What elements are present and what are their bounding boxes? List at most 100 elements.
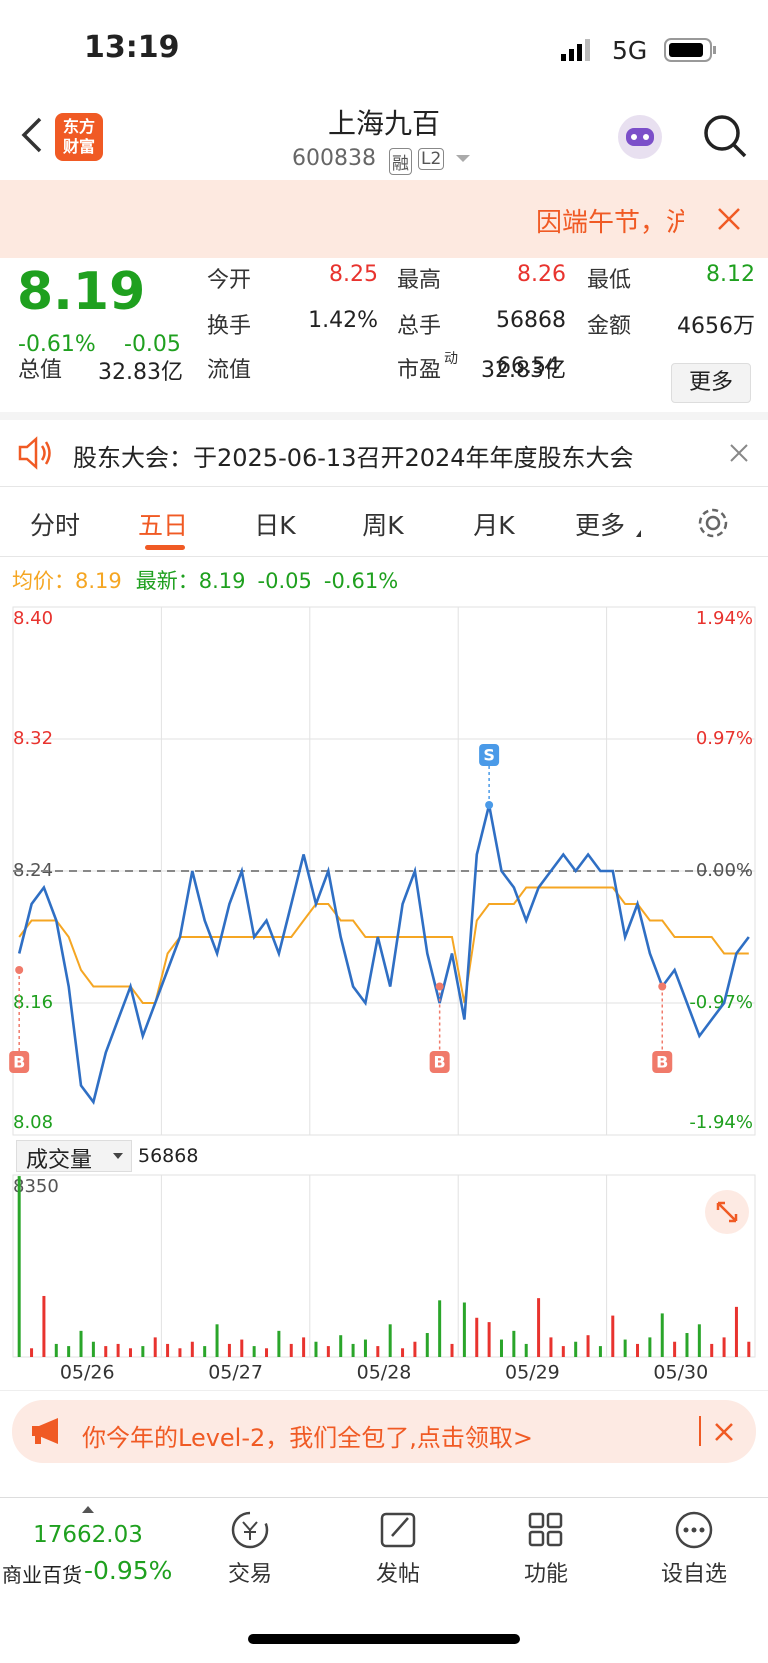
field-label: 最高: [397, 268, 442, 293]
status-icons: [561, 38, 716, 62]
volume-bar: [42, 1295, 46, 1357]
volume-bar: [265, 1348, 269, 1357]
volume-bar: [512, 1330, 516, 1357]
index-change: -0.95%: [84, 1556, 173, 1585]
average-line: [18, 886, 749, 1004]
volume-bar: [648, 1337, 652, 1357]
last-price: 8.19: [17, 262, 146, 322]
network: 5G: [612, 36, 648, 65]
close-notice[interactable]: [729, 443, 749, 463]
change: -0.05: [124, 332, 181, 357]
nav-item[interactable]: 功能: [523, 1562, 568, 1587]
speaker-icon: [18, 436, 51, 470]
volume-bar: [363, 1339, 367, 1357]
tab[interactable]: 月K: [473, 511, 515, 540]
change-pct: -0.61%: [18, 332, 96, 357]
volume-total: 56868: [138, 1145, 199, 1167]
volume-bar: [153, 1337, 157, 1357]
date-label: 05/30: [653, 1362, 708, 1384]
home-indicator: [248, 1634, 520, 1644]
stock-title: 上海九百: [327, 107, 440, 140]
notice-text: 股东大会：于2025-06-13召开2024年年度股东大会: [73, 444, 634, 472]
y-tick-label: 8.32: [13, 728, 53, 749]
robot-icon[interactable]: [614, 112, 666, 162]
megaphone-icon: [32, 1418, 58, 1444]
signal-label: S: [483, 746, 495, 765]
y2-tick-label: -1.94%: [689, 1112, 753, 1133]
volume-bar: [376, 1346, 380, 1357]
field-label: 换手: [207, 314, 252, 339]
more-caret: [636, 530, 641, 537]
field-value: 66.54: [497, 354, 560, 379]
signal-point: [658, 982, 667, 991]
back-button[interactable]: [16, 115, 46, 155]
signal-label: B: [13, 1053, 25, 1072]
date-label: 05/27: [208, 1362, 263, 1384]
tab[interactable]: 周K: [362, 511, 404, 540]
volume-bar: [351, 1343, 355, 1357]
ad-banner[interactable]: [12, 1400, 756, 1463]
stock-code: 600838: [292, 146, 376, 171]
tab[interactable]: 分时: [29, 511, 80, 540]
volume-bar: [425, 1333, 429, 1357]
volume-bar: [685, 1333, 689, 1357]
field-label: 市盈: [397, 358, 442, 383]
badge: L2: [418, 148, 445, 170]
signal-badge: [9, 1051, 30, 1073]
volume-bar: [574, 1341, 578, 1357]
field-label: 金额: [587, 314, 632, 339]
nav-item[interactable]: 设自选: [660, 1562, 727, 1587]
nav-icons: [231, 1511, 713, 1549]
volume-bar: [499, 1339, 503, 1357]
divider: [0, 486, 768, 487]
volume-bar: [79, 1330, 83, 1357]
volume-bar: [91, 1341, 95, 1357]
date-label: 05/28: [357, 1362, 412, 1384]
volume-bar: [636, 1343, 640, 1357]
signal-point: [15, 966, 24, 974]
field-value: 56868: [496, 308, 566, 333]
divider: [0, 556, 768, 557]
divider: [0, 1497, 768, 1498]
field-value: 8.25: [329, 262, 378, 287]
signal-point: [435, 982, 444, 991]
close-banner[interactable]: [716, 206, 742, 232]
volume-bar: [537, 1298, 541, 1357]
volume-bar: [462, 1302, 466, 1357]
signal-label: B: [656, 1053, 668, 1072]
tab[interactable]: 五日: [137, 511, 188, 540]
y2-tick-label: 1.94%: [696, 608, 753, 629]
search-icon[interactable]: [702, 113, 748, 159]
field-value: 4656万: [677, 314, 755, 339]
volume-bar: [240, 1339, 244, 1357]
expand-button[interactable]: [705, 1190, 749, 1234]
indicator-select[interactable]: [16, 1140, 132, 1172]
tab[interactable]: 日K: [254, 511, 296, 540]
tab[interactable]: 更多: [574, 511, 625, 540]
volume-bar: [252, 1346, 256, 1357]
close-ad[interactable]: [714, 1422, 734, 1442]
app-logo: 东方 财富: [55, 113, 103, 161]
dropdown-arrow: [456, 155, 470, 162]
divider: [0, 412, 768, 420]
more-button[interactable]: 更多: [671, 363, 751, 403]
signal-label: B: [434, 1053, 446, 1072]
nav-item[interactable]: 交易: [227, 1562, 272, 1587]
tab-underline: [145, 545, 185, 550]
field-value: 8.26: [517, 262, 566, 287]
volume-bar: [710, 1343, 714, 1357]
divider: [0, 1390, 768, 1391]
volume-bar: [438, 1300, 442, 1357]
volume-frame: [12, 1174, 756, 1358]
nav-item[interactable]: 发帖: [375, 1562, 420, 1587]
volume-bar: [660, 1313, 664, 1357]
volume-bar: [673, 1341, 677, 1357]
banner-text: 因端午节，沪: [536, 208, 684, 238]
logo-line: 财富: [62, 137, 95, 156]
settings-icon[interactable]: [696, 506, 730, 540]
y2-tick-label: -0.97%: [689, 992, 753, 1013]
legend: 均价：8.19 最新：8.19 -0.05 -0.61%: [12, 569, 398, 593]
volume-bar: [67, 1346, 71, 1357]
logo-line: 东方: [62, 117, 95, 136]
